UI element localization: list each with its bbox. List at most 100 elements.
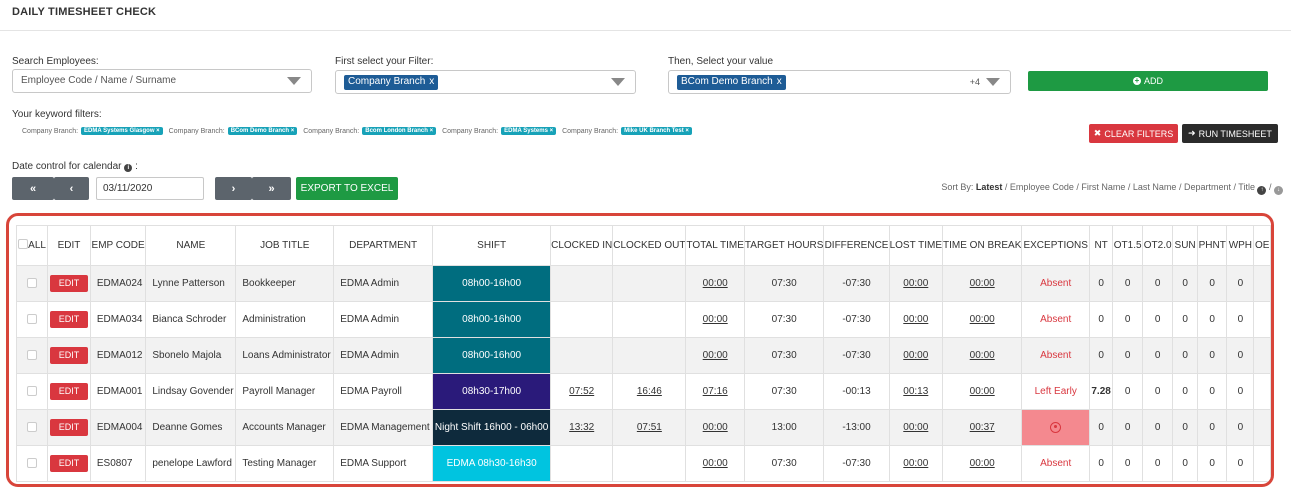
clear-filters-button[interactable]: ✖ CLEAR FILTERS xyxy=(1089,124,1178,143)
lost-time[interactable]: 00:00 xyxy=(888,337,944,374)
column-header-label: OT1.5 xyxy=(1113,239,1142,251)
time-on-break[interactable]: 00:37 xyxy=(942,409,1023,446)
date-input[interactable]: 03/11/2020 xyxy=(96,177,204,200)
remove-keyword-icon[interactable]: × xyxy=(427,128,434,134)
keyword-filter-chip[interactable]: Bcom London Branch × xyxy=(362,127,437,135)
remove-keyword-icon[interactable]: × xyxy=(154,128,160,134)
shift-cell: 08h30-17h00 xyxy=(432,373,552,410)
arrow-down-icon[interactable]: ↓ xyxy=(1274,186,1283,195)
remove-keyword-icon[interactable]: × xyxy=(683,128,689,134)
difference: -07:30 xyxy=(823,265,890,302)
chevron-down-icon[interactable] xyxy=(287,77,301,85)
lost-time[interactable]: 00:00 xyxy=(888,265,944,302)
edit-button[interactable]: EDIT xyxy=(50,311,88,328)
column-header[interactable]: ALL xyxy=(15,225,49,266)
sort-by-label: Sort By: xyxy=(941,182,974,192)
clocked-in[interactable] xyxy=(550,301,614,338)
clocked-in[interactable] xyxy=(550,445,614,482)
chevron-down-icon[interactable] xyxy=(611,78,625,86)
clocked-in[interactable] xyxy=(550,265,614,302)
row-checkbox[interactable] xyxy=(27,457,38,468)
value-tag[interactable]: BCom Demo Branch x xyxy=(677,75,786,90)
clocked-in[interactable]: 07:52 xyxy=(550,373,614,410)
next-date-button[interactable]: › xyxy=(215,177,252,200)
column-header: OT2.0 xyxy=(1142,225,1174,266)
export-excel-button[interactable]: EXPORT TO EXCEL xyxy=(296,177,398,200)
column-header-label: CLOCKED OUT xyxy=(613,239,686,251)
run-timesheet-button[interactable]: ➜ RUN TIMESHEET xyxy=(1182,124,1278,143)
clocked-out[interactable] xyxy=(612,301,687,338)
edit-button[interactable]: EDIT xyxy=(50,383,88,400)
keyword-filter-chip[interactable]: EDMA Systems Glasgow × xyxy=(81,127,163,135)
value-select[interactable]: BCom Demo Branch x +4 xyxy=(668,70,1011,94)
clocked-out[interactable] xyxy=(612,445,687,482)
keyword-filter-chip[interactable]: Mike UK Branch Test × xyxy=(621,127,692,135)
target-hours: 13:00 xyxy=(743,409,825,446)
edit-button[interactable]: EDIT xyxy=(50,419,88,436)
lost-time[interactable]: 00:00 xyxy=(888,301,944,338)
sort-latest[interactable]: Latest xyxy=(975,182,1003,192)
prev-date-button[interactable]: ‹ xyxy=(54,177,89,200)
last-date-button[interactable]: » xyxy=(252,177,291,200)
clocked-out[interactable]: 16:46 xyxy=(612,373,687,410)
ot15-value: 0 xyxy=(1112,337,1144,374)
filter-select[interactable]: Company Branch x xyxy=(335,70,636,94)
alert-circle-icon[interactable] xyxy=(1050,421,1062,433)
clocked-out[interactable]: 07:51 xyxy=(612,409,687,446)
ot20-value: 0 xyxy=(1142,373,1174,410)
time-on-break[interactable]: 00:00 xyxy=(942,445,1023,482)
edit-button[interactable]: EDIT xyxy=(50,347,88,364)
row-checkbox[interactable] xyxy=(27,421,38,432)
keyword-filter-chip[interactable]: EDMA Systems × xyxy=(501,127,557,135)
remove-tag-icon[interactable]: x xyxy=(776,76,782,87)
table-row: EDIT ES0807 penelope Lawford Testing Manage… xyxy=(15,445,1271,482)
clocked-out[interactable] xyxy=(612,337,687,374)
filter-tag[interactable]: Company Branch x xyxy=(344,75,439,90)
clocked-in[interactable] xyxy=(550,337,614,374)
table-row: EDIT EDMA012 Sbonelo Majola Loans Administr… xyxy=(15,337,1271,374)
time-on-break[interactable]: 00:00 xyxy=(942,373,1023,410)
search-employees-select[interactable]: Employee Code / Name / Surname xyxy=(12,69,312,93)
edit-button[interactable]: EDIT xyxy=(50,275,88,292)
total-time[interactable]: 00:00 xyxy=(685,409,745,446)
total-time[interactable]: 00:00 xyxy=(685,265,745,302)
lost-time[interactable]: 00:13 xyxy=(888,373,944,410)
sort-options[interactable]: / Employee Code / First Name / Last Name… xyxy=(1004,182,1255,192)
clocked-out[interactable] xyxy=(612,265,687,302)
column-header-label: NAME xyxy=(176,239,206,251)
first-date-button[interactable]: « xyxy=(12,177,54,200)
value-tag-label: BCom Demo Branch xyxy=(681,76,773,87)
remove-keyword-icon[interactable]: × xyxy=(289,128,295,134)
nt-value: 0 xyxy=(1089,445,1114,482)
employee-name: Deanne Gomes xyxy=(145,409,237,446)
total-time[interactable]: 07:16 xyxy=(685,373,745,410)
row-checkbox[interactable] xyxy=(27,313,38,324)
select-all-checkbox[interactable] xyxy=(18,239,29,249)
total-time[interactable]: 00:00 xyxy=(685,337,745,374)
time-on-break[interactable]: 00:00 xyxy=(942,301,1023,338)
row-checkbox[interactable] xyxy=(27,277,38,288)
phnt-value: 0 xyxy=(1197,373,1228,410)
row-checkbox[interactable] xyxy=(27,349,38,360)
arrow-up-icon[interactable]: ↑ xyxy=(1257,186,1267,195)
time-on-break[interactable]: 00:00 xyxy=(942,337,1023,374)
employee-name: Bianca Schroder xyxy=(145,301,237,338)
remove-keyword-icon[interactable]: × xyxy=(547,128,554,134)
column-header-label: NT xyxy=(1094,239,1108,251)
row-checkbox[interactable] xyxy=(27,385,38,396)
clocked-in[interactable]: 13:32 xyxy=(550,409,614,446)
lost-time[interactable]: 00:00 xyxy=(888,445,944,482)
remove-tag-icon[interactable]: x xyxy=(429,76,435,87)
time-on-break[interactable]: 00:00 xyxy=(942,265,1023,302)
chevron-down-icon[interactable] xyxy=(986,78,1000,86)
column-header: DIFFERENCE xyxy=(823,225,890,266)
keyword-filter-chip[interactable]: BCom Demo Branch × xyxy=(227,127,298,135)
ot15-value: 0 xyxy=(1112,265,1144,302)
total-time[interactable]: 00:00 xyxy=(685,445,745,482)
lost-time[interactable]: 00:00 xyxy=(888,409,944,446)
add-button[interactable]: + ADD xyxy=(1028,71,1268,91)
edit-button[interactable]: EDIT xyxy=(50,455,88,472)
total-time[interactable]: 00:00 xyxy=(685,301,745,338)
sun-value: 0 xyxy=(1172,445,1199,482)
department: EDMA Admin xyxy=(333,301,434,338)
